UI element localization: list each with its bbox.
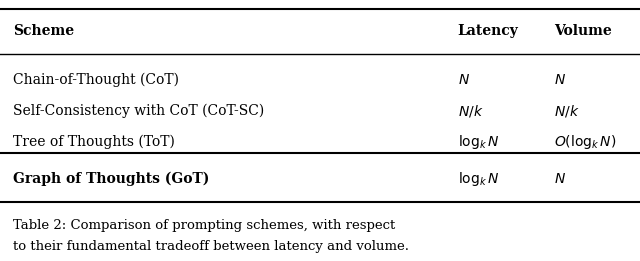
Text: Chain-of-Thought (CoT): Chain-of-Thought (CoT) [13,72,179,87]
Text: $N$: $N$ [554,73,566,87]
Text: $N/k$: $N/k$ [458,103,483,119]
Text: $N$: $N$ [554,172,566,186]
Text: Scheme: Scheme [13,24,74,38]
Text: Self-Consistency with CoT (CoT-SC): Self-Consistency with CoT (CoT-SC) [13,104,264,118]
Text: Graph of Thoughts (GoT): Graph of Thoughts (GoT) [13,171,209,186]
Text: $N$: $N$ [458,73,470,87]
Text: Volume: Volume [554,24,611,38]
Text: $O(\log_k N)$: $O(\log_k N)$ [554,133,616,151]
Text: Table 2: Comparison of prompting schemes, with respect: Table 2: Comparison of prompting schemes… [13,219,395,232]
Text: Tree of Thoughts (ToT): Tree of Thoughts (ToT) [13,135,175,150]
Text: Latency: Latency [458,24,518,38]
Text: $\log_k N$: $\log_k N$ [458,133,499,151]
Text: $\log_k N$: $\log_k N$ [458,170,499,188]
Text: to their fundamental tradeoff between latency and volume.: to their fundamental tradeoff between la… [13,240,409,253]
Text: $N/k$: $N/k$ [554,103,579,119]
